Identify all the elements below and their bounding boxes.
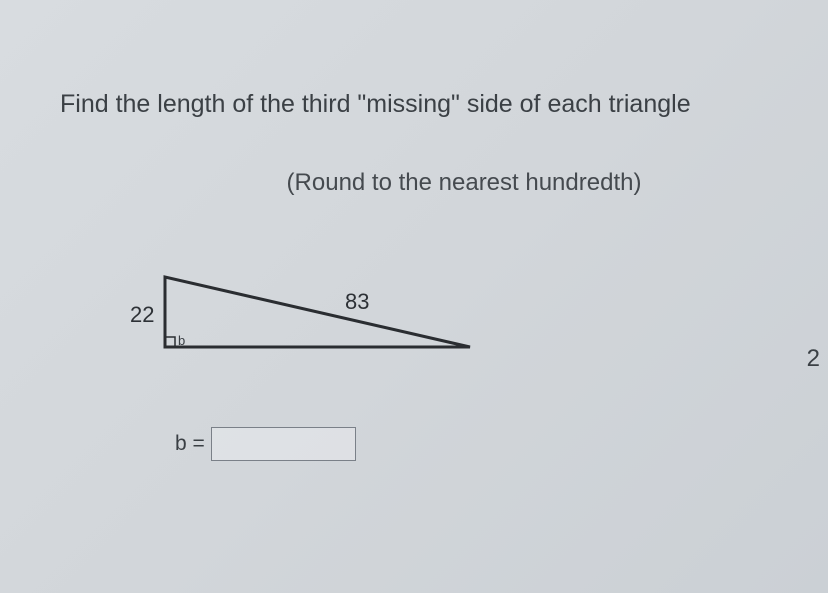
cropped-edge-text: 2 — [807, 345, 820, 373]
instruction-text: (Round to the nearest hundredth) — [60, 169, 788, 197]
worksheet-page: Find the length of the third "missing" s… — [0, 0, 828, 461]
answer-row: b = — [175, 427, 788, 461]
question-text: Find the length of the third "missing" s… — [60, 90, 788, 119]
answer-input[interactable] — [211, 427, 356, 461]
triangle-svg: b — [120, 267, 520, 387]
leg-a-label: 22 — [130, 302, 154, 328]
triangle-diagram: b 22 83 — [120, 267, 520, 387]
hypotenuse-label: 83 — [345, 289, 369, 315]
base-variable-marker: b — [178, 333, 185, 348]
answer-variable-label: b = — [175, 432, 205, 456]
triangle-shape — [165, 277, 470, 347]
